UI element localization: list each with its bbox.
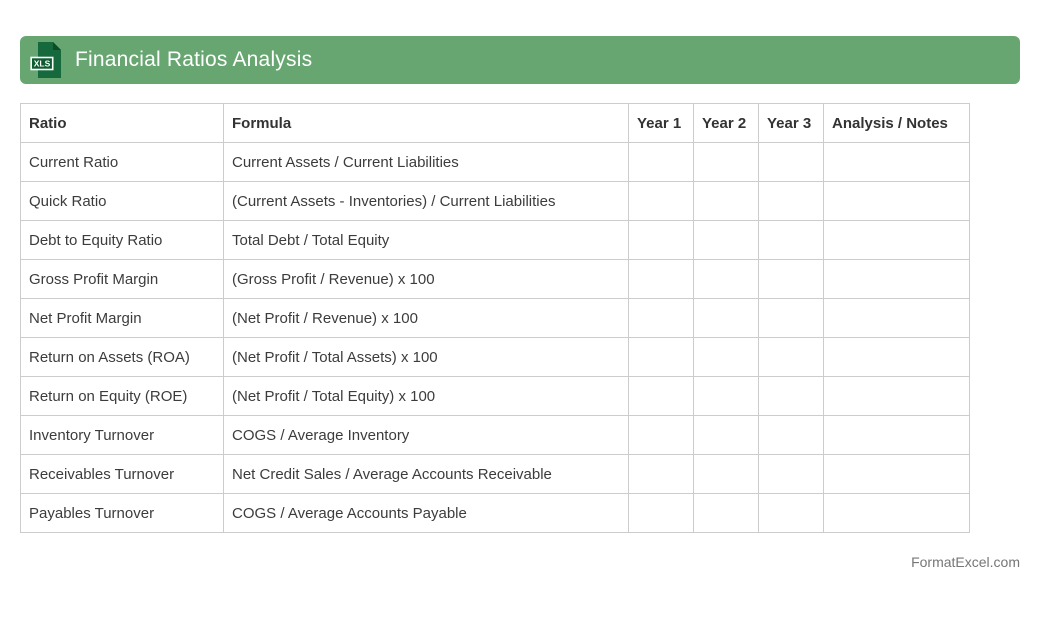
formula-cell: COGS / Average Inventory	[223, 415, 629, 455]
year2-cell	[693, 493, 759, 533]
page: XLS Financial Ratios Analysis Ratio Form…	[0, 36, 1040, 636]
year3-cell	[758, 298, 824, 338]
notes-cell	[823, 181, 970, 221]
year1-cell	[628, 337, 694, 377]
notes-cell	[823, 454, 970, 494]
financial-ratios-table: Ratio Formula Year 1 Year 2 Year 3 Analy…	[20, 103, 970, 533]
year1-cell	[628, 493, 694, 533]
year3-cell	[758, 454, 824, 494]
table-row: Inventory Turnover COGS / Average Invento…	[20, 415, 970, 455]
formula-cell: Total Debt / Total Equity	[223, 220, 629, 260]
table-row: Payables Turnover COGS / Average Accounts…	[20, 493, 970, 533]
year1-cell	[628, 142, 694, 182]
table-row: Net Profit Margin (Net Profit / Revenue) …	[20, 298, 970, 338]
notes-cell	[823, 376, 970, 416]
formula-cell: (Net Profit / Revenue) x 100	[223, 298, 629, 338]
notes-cell	[823, 337, 970, 377]
xls-icon-label: XLS	[34, 59, 51, 69]
column-header-formula: Formula	[223, 103, 629, 143]
year3-cell	[758, 181, 824, 221]
ratio-cell: Gross Profit Margin	[20, 259, 224, 299]
table-row: Receivables Turnover Net Credit Sales / A…	[20, 454, 970, 494]
column-header-year2: Year 2	[693, 103, 759, 143]
table-header-row: Ratio Formula Year 1 Year 2 Year 3 Analy…	[20, 103, 970, 143]
ratio-cell: Quick Ratio	[20, 181, 224, 221]
formula-cell: (Gross Profit / Revenue) x 100	[223, 259, 629, 299]
year1-cell	[628, 415, 694, 455]
column-header-year3: Year 3	[758, 103, 824, 143]
notes-cell	[823, 415, 970, 455]
formula-cell: COGS / Average Accounts Payable	[223, 493, 629, 533]
column-header-notes: Analysis / Notes	[823, 103, 970, 143]
table-row: Return on Equity (ROE) (Net Profit / Tota…	[20, 376, 970, 416]
year2-cell	[693, 337, 759, 377]
formula-cell: (Net Profit / Total Assets) x 100	[223, 337, 629, 377]
ratio-cell: Net Profit Margin	[20, 298, 224, 338]
year2-cell	[693, 454, 759, 494]
year2-cell	[693, 298, 759, 338]
table-row: Debt to Equity Ratio Total Debt / Total E…	[20, 220, 970, 260]
year1-cell	[628, 376, 694, 416]
notes-cell	[823, 298, 970, 338]
year1-cell	[628, 181, 694, 221]
content: XLS Financial Ratios Analysis Ratio Form…	[0, 36, 1040, 570]
ratio-cell: Current Ratio	[20, 142, 224, 182]
year3-cell	[758, 142, 824, 182]
year3-cell	[758, 337, 824, 377]
column-header-ratio: Ratio	[20, 103, 224, 143]
ratio-cell: Receivables Turnover	[20, 454, 224, 494]
formula-cell: Net Credit Sales / Average Accounts Rece…	[223, 454, 629, 494]
column-header-year1: Year 1	[628, 103, 694, 143]
page-header: XLS Financial Ratios Analysis	[20, 36, 1020, 84]
ratio-cell: Payables Turnover	[20, 493, 224, 533]
xls-file-icon: XLS	[30, 42, 61, 78]
page-title: Financial Ratios Analysis	[75, 48, 313, 71]
year3-cell	[758, 259, 824, 299]
notes-cell	[823, 493, 970, 533]
year3-cell	[758, 220, 824, 260]
table-row: Current Ratio Current Assets / Current Li…	[20, 142, 970, 182]
year3-cell	[758, 376, 824, 416]
formula-cell: Current Assets / Current Liabilities	[223, 142, 629, 182]
notes-cell	[823, 220, 970, 260]
year2-cell	[693, 220, 759, 260]
ratio-cell: Return on Equity (ROE)	[20, 376, 224, 416]
ratios-table-body: Current Ratio Current Assets / Current Li…	[20, 142, 970, 533]
ratio-cell: Return on Assets (ROA)	[20, 337, 224, 377]
year1-cell	[628, 259, 694, 299]
year2-cell	[693, 415, 759, 455]
year1-cell	[628, 454, 694, 494]
formula-cell: (Net Profit / Total Equity) x 100	[223, 376, 629, 416]
notes-cell	[823, 142, 970, 182]
year2-cell	[693, 259, 759, 299]
formula-cell: (Current Assets - Inventories) / Current…	[223, 181, 629, 221]
year2-cell	[693, 376, 759, 416]
year3-cell	[758, 493, 824, 533]
year2-cell	[693, 142, 759, 182]
table-row: Return on Assets (ROA) (Net Profit / Tota…	[20, 337, 970, 377]
ratio-cell: Inventory Turnover	[20, 415, 224, 455]
ratio-cell: Debt to Equity Ratio	[20, 220, 224, 260]
year1-cell	[628, 220, 694, 260]
footer-site-credit: FormatExcel.com	[911, 554, 1020, 570]
notes-cell	[823, 259, 970, 299]
year3-cell	[758, 415, 824, 455]
table-row: Gross Profit Margin (Gross Profit / Reven…	[20, 259, 970, 299]
table-row: Quick Ratio (Current Assets - Inventories…	[20, 181, 970, 221]
year1-cell	[628, 298, 694, 338]
year2-cell	[693, 181, 759, 221]
